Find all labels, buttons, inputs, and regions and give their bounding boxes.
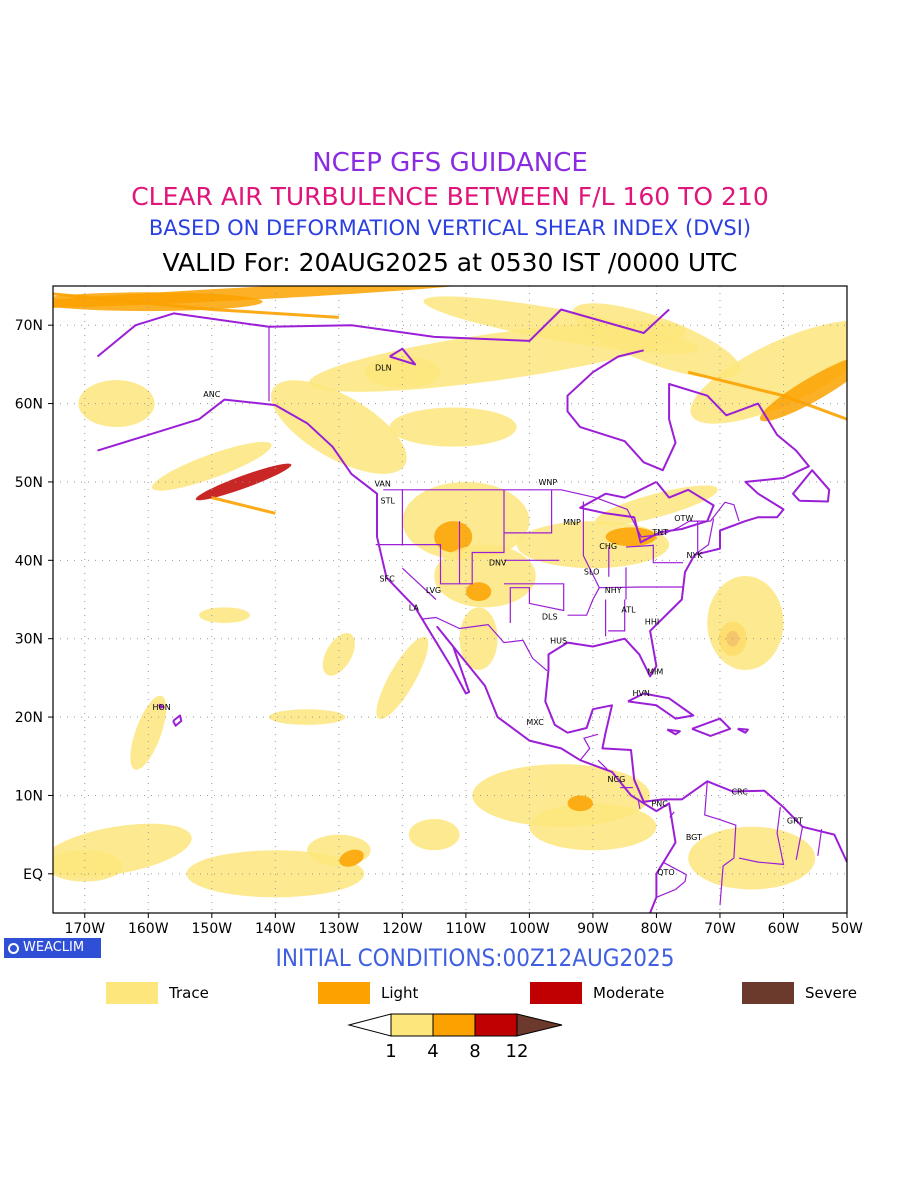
title-line-1: NCEP GFS GUIDANCE [312, 148, 588, 178]
logo-ring-icon [8, 942, 19, 954]
station-label-otw: OTW [674, 514, 693, 523]
station-label-bgt: BGT [686, 833, 702, 842]
colorbar-level-label: 12 [506, 1041, 529, 1062]
station-label-wnp: WNP [538, 478, 557, 487]
legend-swatch-moderate [530, 982, 582, 1004]
lon-tick-label: 160W [128, 921, 169, 937]
station-label-nhy: NHY [605, 586, 622, 595]
legend-label-severe: Severe [805, 984, 857, 1002]
lat-tick-label: 40N [15, 553, 43, 569]
station-label-chg: CHG [599, 542, 617, 551]
legend-item-light: Light [318, 982, 418, 1004]
station-label-dls: DLS [542, 613, 558, 622]
station-label-hon: HON [152, 703, 170, 712]
legend-swatch-light [318, 982, 370, 1004]
title-line-3: BASED ON DEFORMATION VERTICAL SHEAR INDE… [148, 216, 752, 240]
station-label-qto: QTO [657, 868, 674, 877]
station-label-dnv: DNV [489, 559, 507, 568]
title-line-2: CLEAR AIR TURBULENCE BETWEEN F/L 160 TO … [131, 182, 769, 211]
station-label-sfc: SFC [379, 574, 395, 583]
legend-label-light: Light [381, 984, 419, 1002]
legend-label-trace: Trace [169, 984, 209, 1002]
station-label-van: VAN [374, 480, 390, 489]
colorbar-level-label: 1 [385, 1041, 396, 1062]
lon-tick-label: 90W [577, 921, 609, 937]
legend-item-severe: Severe [742, 982, 857, 1004]
lat-tick-label: 10N [15, 788, 43, 804]
latitude-axis: EQ 10N 20N 30N 40N 50N 60N 70N [15, 318, 53, 883]
lon-tick-label: 100W [509, 921, 550, 937]
station-label-pnc: PNC [651, 799, 668, 808]
station-label-hhi: HHI [645, 617, 659, 626]
lon-tick-label: 140W [255, 921, 296, 937]
lon-tick-label: 70W [704, 921, 736, 937]
station-label-stl: STL [381, 497, 396, 506]
weaclim-logo: WEACLIM [4, 938, 101, 958]
station-label-crc: CRC [731, 788, 748, 797]
station-label-lvg: LVG [426, 586, 441, 595]
map-frame [52, 285, 848, 914]
lon-tick-label: 170W [64, 921, 105, 937]
initial-conditions: INITIAL CONDITIONS:00Z12AUG2025 [275, 944, 675, 972]
station-label-hus: HUS [550, 636, 567, 645]
legend-swatch-severe [742, 982, 794, 1004]
turbulence-field-layer [53, 286, 847, 898]
station-label-la: LA [409, 603, 420, 612]
lon-tick-label: 120W [382, 921, 423, 937]
colorbar: 1 4 8 12 [347, 1013, 563, 1062]
lat-tick-label: 70N [15, 318, 43, 334]
lon-tick-label: 150W [192, 921, 233, 937]
colorbar-level-label: 4 [427, 1041, 438, 1062]
station-label-hvn: HVN [632, 689, 649, 698]
lon-tick-label: 60W [768, 921, 800, 937]
lat-tick-label: 30N [15, 632, 43, 648]
longitude-axis: 170W 160W 150W 140W 130W 120W 110W 100W 90W 80W 70… [64, 913, 863, 937]
legend-swatch-trace [106, 982, 158, 1004]
station-label-tnt: TNT [651, 528, 668, 537]
legend-label-moderate: Moderate [593, 984, 665, 1002]
station-label-grt: GRT [787, 817, 803, 826]
station-label-mnp: MNP [563, 518, 581, 527]
station-label-atl: ATL [621, 606, 636, 615]
lat-tick-label: 60N [15, 397, 43, 413]
station-label-anc: ANC [203, 390, 220, 399]
valid-time-title: VALID For: 20AUG2025 at 0530 IST /0000 U… [162, 248, 738, 277]
lon-tick-label: 80W [641, 921, 673, 937]
station-label-mim: MIM [647, 668, 663, 677]
station-label-dln: DLN [375, 364, 392, 373]
station-label-nyk: NYK [686, 551, 703, 560]
lon-tick-label: 50W [831, 921, 863, 937]
coastline-layer [96, 308, 847, 913]
legend-item-trace: Trace [106, 982, 209, 1004]
lat-tick-label: 50N [15, 475, 43, 491]
station-labels: ANC DLN VAN STL WNP MNP OTW TNT CHG NYK SFC DNV SLO L… [152, 364, 803, 878]
station-label-mxc: MXC [526, 718, 544, 727]
lat-tick-label: 20N [15, 710, 43, 726]
lat-tick-label: EQ [23, 867, 43, 883]
legend-item-moderate: Moderate [530, 982, 664, 1004]
lon-tick-label: 130W [319, 921, 360, 937]
logo-text: WEACLIM [23, 940, 85, 955]
lon-tick-label: 110W [446, 921, 487, 937]
colorbar-level-label: 8 [469, 1041, 480, 1062]
station-label-ncg: NCG [608, 775, 626, 784]
station-label-slo: SLO [584, 567, 600, 576]
